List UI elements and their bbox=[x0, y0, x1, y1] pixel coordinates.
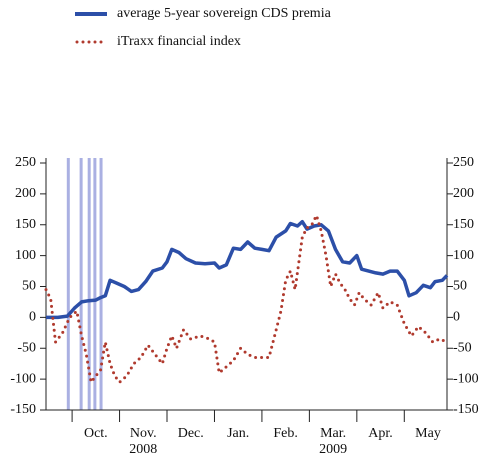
x-year-label: 2009 bbox=[319, 442, 347, 457]
y-tick-label: 200 bbox=[15, 186, 36, 201]
y-tick-label: -50 bbox=[17, 340, 36, 355]
y2-tick-label: 0 bbox=[453, 310, 460, 325]
x-tick-label: Dec. bbox=[178, 426, 204, 441]
y2-tick-label: 50 bbox=[453, 279, 467, 294]
x-tick-label: Jan. bbox=[227, 426, 249, 441]
y2-tick-label: -150 bbox=[453, 402, 479, 417]
y-tick-label: 100 bbox=[15, 248, 36, 263]
y2-tick-label: -100 bbox=[453, 371, 479, 386]
y2-tick-label: 100 bbox=[453, 248, 474, 263]
y-tick-label: 50 bbox=[22, 279, 36, 294]
x-tick-label: Feb. bbox=[273, 426, 298, 441]
x-tick-label: Nov. bbox=[130, 426, 157, 441]
x-tick-label: Mar. bbox=[320, 426, 346, 441]
legend-label: average 5-year sovereign CDS premia bbox=[117, 6, 332, 21]
y-tick-label: 0 bbox=[29, 310, 36, 325]
legend-label: iTraxx financial index bbox=[117, 34, 241, 49]
y2-tick-label: 200 bbox=[453, 186, 474, 201]
x-tick-label: Oct. bbox=[84, 426, 108, 441]
x-tick-label: Apr. bbox=[368, 426, 393, 441]
x-year-label: 2008 bbox=[129, 442, 157, 457]
y2-tick-label: 150 bbox=[453, 217, 474, 232]
y-tick-label: -100 bbox=[10, 371, 36, 386]
y-tick-label: 150 bbox=[15, 217, 36, 232]
y2-tick-label: -50 bbox=[453, 340, 472, 355]
y-tick-label: 250 bbox=[15, 155, 36, 170]
series-line bbox=[44, 214, 449, 384]
y2-tick-label: 250 bbox=[453, 155, 474, 170]
x-tick-label: May bbox=[415, 426, 441, 441]
series-line bbox=[46, 219, 449, 320]
y-tick-label: -150 bbox=[10, 402, 36, 417]
